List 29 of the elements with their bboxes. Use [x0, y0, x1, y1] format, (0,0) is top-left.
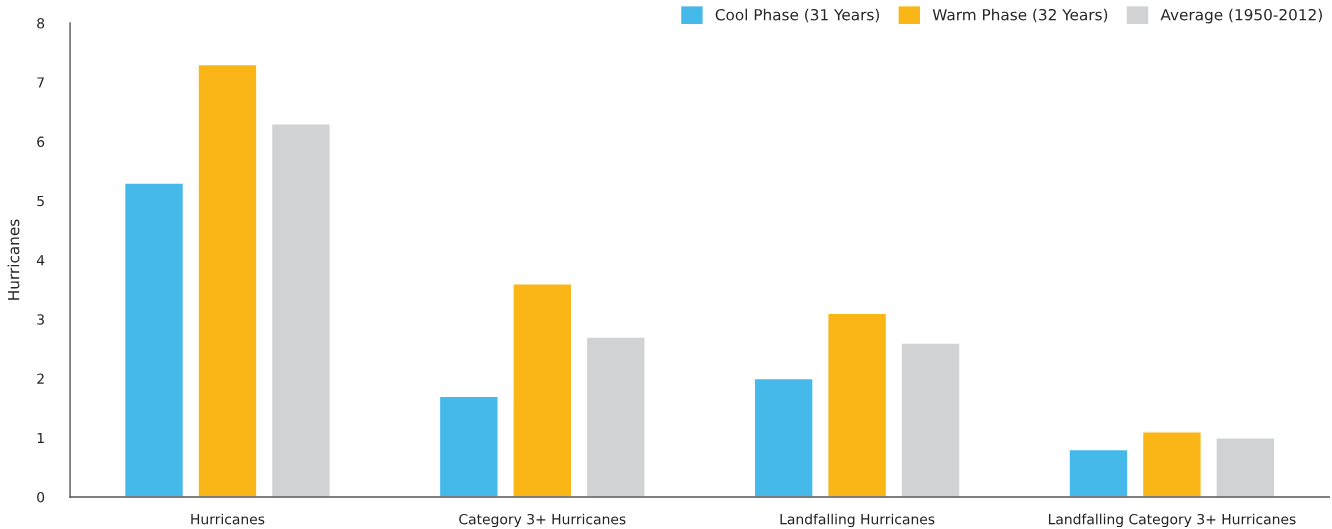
y-axis-title: Hurricanes [7, 219, 20, 300]
bar [585, 336, 646, 497]
y-tick-label: 1 [37, 432, 44, 444]
bar [512, 283, 573, 497]
bar [827, 312, 888, 497]
x-tick-label: Category 3+ Hurricanes [459, 513, 626, 528]
bar [270, 123, 332, 497]
y-tick-label: 2 [37, 373, 44, 384]
bar [1215, 437, 1276, 497]
legend-label: Average (1950-2012) [1160, 8, 1322, 24]
y-tick-label: 3 [37, 314, 44, 325]
y-tick-label: 0 [37, 491, 45, 503]
bar [1141, 431, 1203, 497]
legend-label: Warm Phase (32 Years) [932, 8, 1108, 23]
bar [753, 377, 814, 497]
legend-label: Cool Phase (31 Years) [715, 8, 879, 23]
bar [1068, 448, 1129, 497]
y-tick-label: 6 [37, 136, 45, 147]
y-tick-label: 7 [37, 77, 44, 88]
bar [900, 342, 961, 497]
y-tick-label: 4 [36, 255, 45, 266]
x-tick-label: Landfalling Hurricanes [780, 513, 935, 528]
y-tick-label: 5 [37, 195, 44, 207]
bar [197, 63, 258, 497]
y-tick-label: 8 [37, 17, 45, 29]
x-tick-label: Landfalling Category 3+ Hurricanes [1048, 513, 1296, 528]
x-tick-label: Hurricanes [191, 513, 265, 525]
bar [438, 395, 499, 497]
bar [123, 182, 185, 497]
